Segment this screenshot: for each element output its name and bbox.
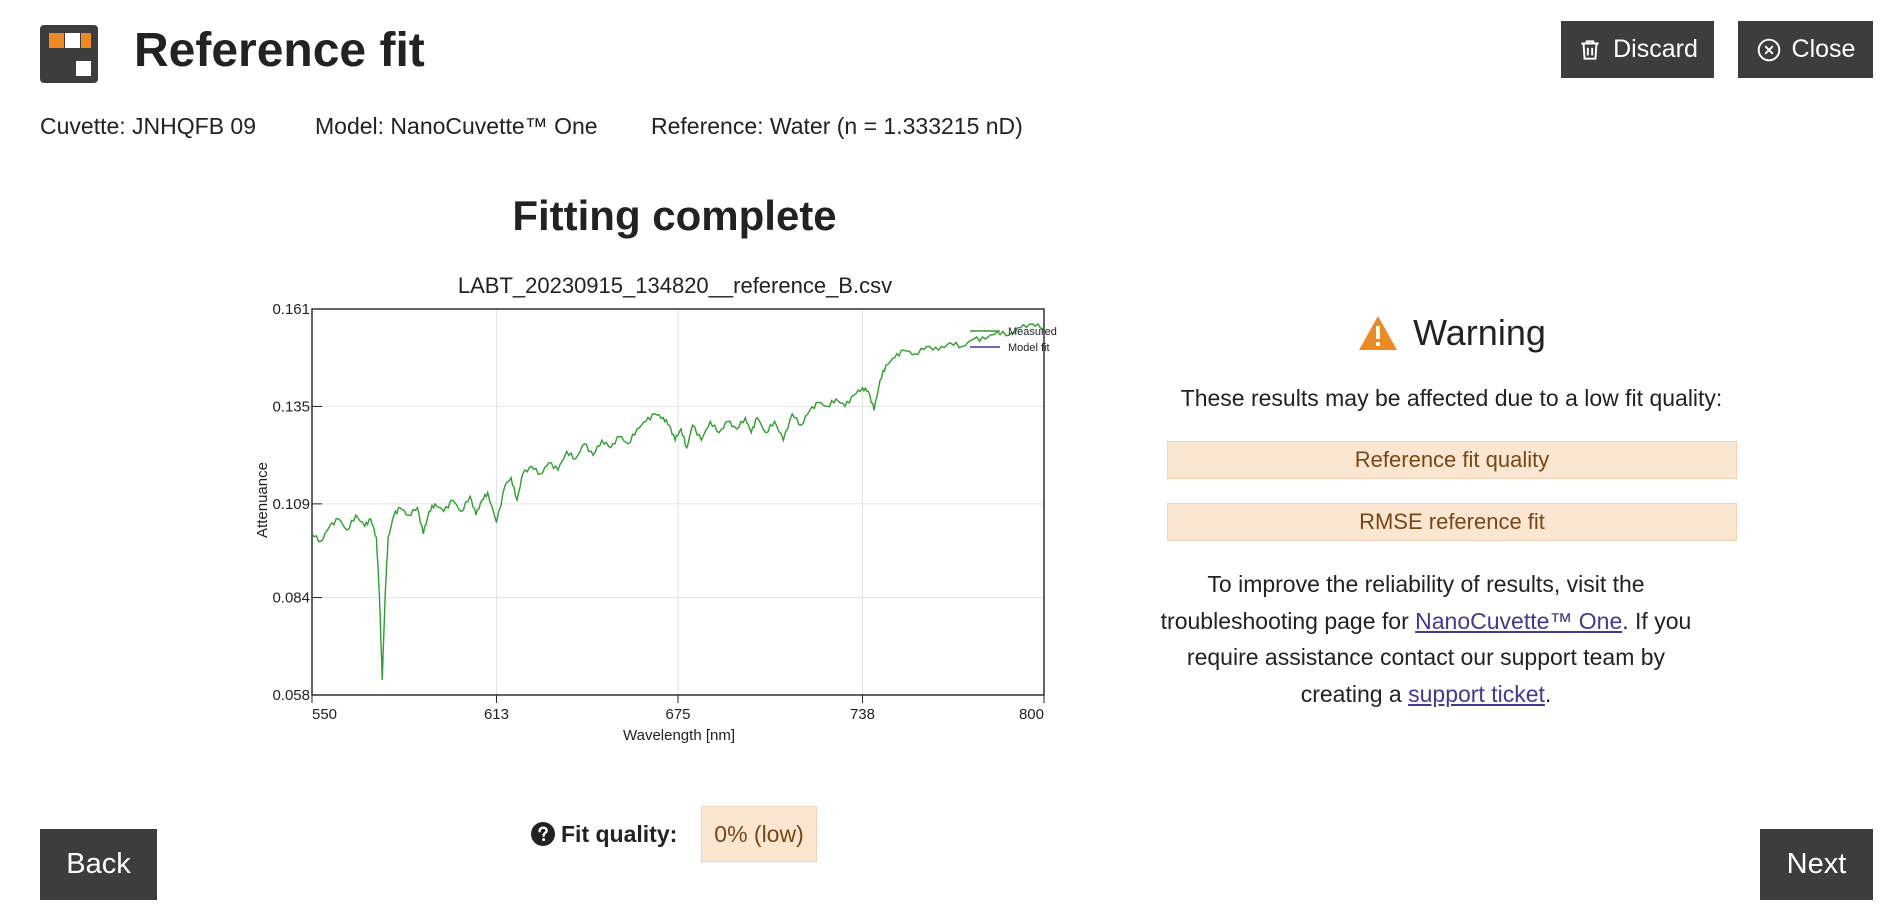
chart-title: LABT_20230915_134820__reference_B.csv: [458, 273, 892, 298]
legend-entry: Model fit: [1008, 342, 1050, 354]
question-circle-icon[interactable]: [531, 822, 555, 846]
warning-item-rmse-reference-fit: RMSE reference fit: [1167, 503, 1737, 541]
back-button[interactable]: Back: [40, 829, 157, 900]
model-info: Model: NanoCuvette™ One: [315, 113, 598, 139]
cuvette-info: Cuvette: JNHQFB 09: [40, 113, 257, 139]
y-tick-label: 0.161: [272, 301, 310, 318]
app-logo-icon: [40, 25, 98, 83]
y-tick-label: 0.135: [272, 398, 310, 415]
page-title: Reference fit: [134, 24, 425, 77]
warning-heading: Warning: [1166, 308, 1737, 358]
series-line-measured: [311, 322, 1045, 681]
warning-triangle-icon: [1359, 316, 1398, 350]
improve-prefix: To improve the reliability of results, v…: [1160, 571, 1645, 634]
warning-title: Warning: [1413, 312, 1546, 353]
discard-button[interactable]: Discard: [1561, 21, 1714, 78]
x-tick-label: 613: [484, 706, 509, 723]
y-axis-label: Attenuance: [254, 462, 271, 538]
status-heading: Fitting complete: [512, 192, 837, 239]
warning-text: These results may be affected due to a l…: [1180, 385, 1723, 411]
next-button[interactable]: Next: [1760, 829, 1873, 900]
fit-quality-label: Fit quality:: [561, 820, 678, 847]
trash-icon: [1581, 39, 1599, 60]
fit-chart-svg: LABT_20230915_134820__reference_B.csv 55…: [254, 273, 1057, 744]
x-axis-label: Wavelength [nm]: [623, 727, 735, 744]
x-tick-label: 800: [1019, 706, 1044, 723]
improve-suffix: .: [1544, 680, 1552, 707]
warning-item-reference-fit-quality: Reference fit quality: [1167, 441, 1737, 479]
legend-entry: Measured: [1008, 326, 1057, 338]
discard-label: Discard: [1613, 35, 1698, 63]
support-ticket-link[interactable]: support ticket: [1408, 680, 1545, 707]
x-tick-label: 550: [312, 706, 337, 723]
y-tick-label: 0.084: [272, 590, 310, 607]
fit-chart: LABT_20230915_134820__reference_B.csv 55…: [240, 265, 1060, 755]
fit-quality: Fit quality: 0% (low): [531, 806, 817, 862]
y-tick-label: 0.058: [272, 687, 310, 704]
y-tick-label: 0.109: [272, 496, 310, 513]
improve-text: To improve the reliability of results, v…: [1156, 566, 1696, 712]
x-tick-label: 738: [850, 706, 875, 723]
x-tick-label: 675: [665, 706, 690, 723]
troubleshooting-link[interactable]: NanoCuvette™ One: [1415, 607, 1623, 634]
fit-quality-value: 0% (low): [701, 806, 817, 862]
close-circle-icon: [1757, 38, 1780, 61]
improve-middle: . If you require assistance contact our …: [1186, 607, 1692, 707]
reference-info: Reference: Water (n = 1.333215 nD): [651, 113, 1023, 139]
close-label: Close: [1791, 35, 1856, 63]
close-button[interactable]: Close: [1738, 21, 1873, 78]
